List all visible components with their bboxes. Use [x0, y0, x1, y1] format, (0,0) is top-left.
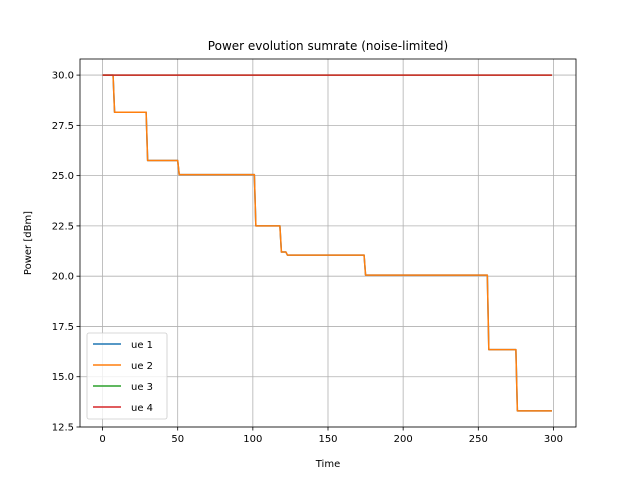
y-tick-label: 17.5 [52, 322, 74, 333]
legend-label: ue 2 [131, 361, 153, 372]
x-axis: 0 50 100 150 200 250 300 [99, 427, 563, 445]
y-axis: 12.5 15.0 17.5 20.0 22.5 25.0 27.5 30.0 [52, 71, 80, 434]
y-tick-label: 20.0 [52, 272, 74, 283]
x-tick-label: 200 [394, 434, 413, 445]
x-tick-label: 250 [469, 434, 488, 445]
y-tick-label: 30.0 [52, 71, 74, 82]
x-tick-label: 150 [318, 434, 337, 445]
series-layer [102, 74, 552, 412]
legend-label: ue 3 [131, 382, 153, 393]
legend-box [86, 332, 168, 420]
x-axis-label: Time [315, 459, 340, 470]
x-tick-label: 300 [544, 434, 563, 445]
legend-label: ue 1 [131, 340, 153, 351]
y-tick-label: 22.5 [52, 221, 74, 232]
y-tick-label: 25.0 [52, 171, 74, 182]
legend: ue 1 ue 2 ue 3 ue 4 [86, 332, 168, 420]
x-tick-label: 50 [171, 434, 184, 445]
y-tick-label: 27.5 [52, 121, 74, 132]
y-tick-label: 15.0 [52, 372, 74, 383]
y-tick-label: 12.5 [52, 423, 74, 434]
series-line-ue-2 [102, 74, 552, 412]
legend-label: ue 4 [131, 403, 153, 414]
chart-title: Power evolution sumrate (noise-limited) [208, 39, 448, 53]
x-tick-label: 100 [243, 434, 262, 445]
y-axis-label: Power [dBm] [23, 211, 34, 275]
x-tick-label: 0 [99, 434, 105, 445]
